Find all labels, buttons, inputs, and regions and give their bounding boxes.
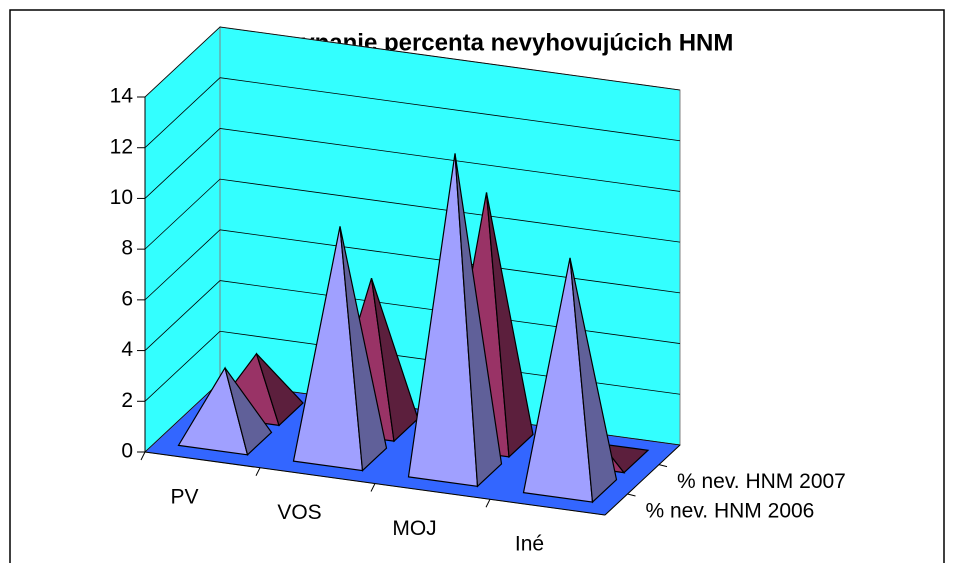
grid-line bbox=[144, 330, 681, 402]
y-tick-label: 12 bbox=[110, 135, 133, 158]
y-tick-label: 0 bbox=[121, 440, 133, 463]
pyramid-side bbox=[255, 353, 304, 427]
pyramid-side bbox=[485, 192, 534, 459]
grid-line bbox=[144, 178, 681, 250]
pyramid bbox=[407, 153, 503, 488]
x-tick-label: PV bbox=[170, 485, 198, 508]
x-tick-label: MOJ bbox=[392, 517, 436, 540]
pyramid bbox=[177, 366, 273, 456]
pyramid-side bbox=[370, 277, 419, 443]
z-tick bbox=[658, 464, 668, 468]
x-tick bbox=[370, 483, 376, 492]
x-tick-label: VOS bbox=[277, 501, 321, 524]
pyramid-side bbox=[454, 153, 503, 488]
x-axis bbox=[144, 451, 606, 516]
pyramid-side bbox=[600, 443, 650, 474]
y-tick-label: 2 bbox=[121, 389, 133, 412]
y-tick-label: 6 bbox=[121, 287, 133, 310]
series-label: % nev. HNM 2007 bbox=[677, 470, 846, 493]
y-tick-label: 10 bbox=[110, 186, 133, 209]
x-tick bbox=[140, 451, 146, 461]
y-tick-label: 8 bbox=[121, 237, 133, 260]
grid-line bbox=[144, 229, 681, 301]
pyramid-side bbox=[339, 226, 388, 472]
pyramid bbox=[522, 257, 618, 504]
y-tick-label: 4 bbox=[121, 338, 133, 361]
grid-line bbox=[144, 128, 681, 199]
series-label: % nev. HNM 2006 bbox=[646, 500, 815, 523]
z-tick bbox=[627, 493, 636, 497]
x-tick-label: Iné bbox=[515, 533, 544, 556]
grid-line bbox=[144, 77, 681, 149]
pyramid-side bbox=[569, 257, 618, 504]
y-tick-label: 14 bbox=[110, 85, 134, 108]
grid-line bbox=[144, 280, 681, 351]
pyramid-side bbox=[224, 367, 273, 456]
x-tick bbox=[485, 499, 491, 508]
x-tick bbox=[255, 467, 261, 476]
grid-line bbox=[144, 26, 681, 98]
pyramid bbox=[292, 226, 388, 472]
z-axis bbox=[604, 444, 681, 516]
side-wall bbox=[144, 25, 221, 454]
